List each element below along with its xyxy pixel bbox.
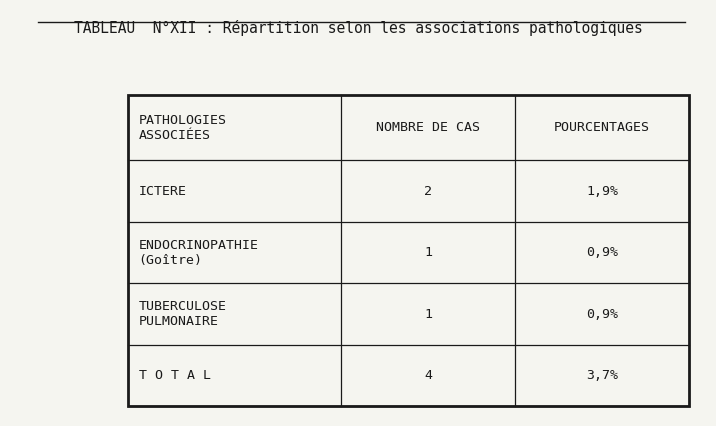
Text: T O T A L: T O T A L bbox=[139, 369, 211, 382]
Text: 1: 1 bbox=[424, 308, 432, 321]
Text: PATHOLOGIES
ASSOCIÉES: PATHOLOGIES ASSOCIÉES bbox=[139, 114, 226, 142]
Text: 3,7%: 3,7% bbox=[586, 369, 618, 382]
Text: 2: 2 bbox=[424, 185, 432, 198]
Text: 1,9%: 1,9% bbox=[586, 185, 618, 198]
Text: 4: 4 bbox=[424, 369, 432, 382]
Text: NOMBRE DE CAS: NOMBRE DE CAS bbox=[376, 121, 480, 134]
Text: ENDOCRINOPATHIE
(Goître): ENDOCRINOPATHIE (Goître) bbox=[139, 239, 258, 267]
Text: 0,9%: 0,9% bbox=[586, 308, 618, 321]
Text: TUBERCULOSE
PULMONAIRE: TUBERCULOSE PULMONAIRE bbox=[139, 300, 226, 328]
Text: 0,9%: 0,9% bbox=[586, 246, 618, 259]
Text: TABLEAU  N°XII : Répartition selon les associations pathologiques: TABLEAU N°XII : Répartition selon les as… bbox=[74, 20, 642, 36]
Text: POURCENTAGES: POURCENTAGES bbox=[554, 121, 650, 134]
Bar bbox=[128, 95, 689, 406]
Text: 1: 1 bbox=[424, 246, 432, 259]
Text: ICTERE: ICTERE bbox=[139, 185, 187, 198]
